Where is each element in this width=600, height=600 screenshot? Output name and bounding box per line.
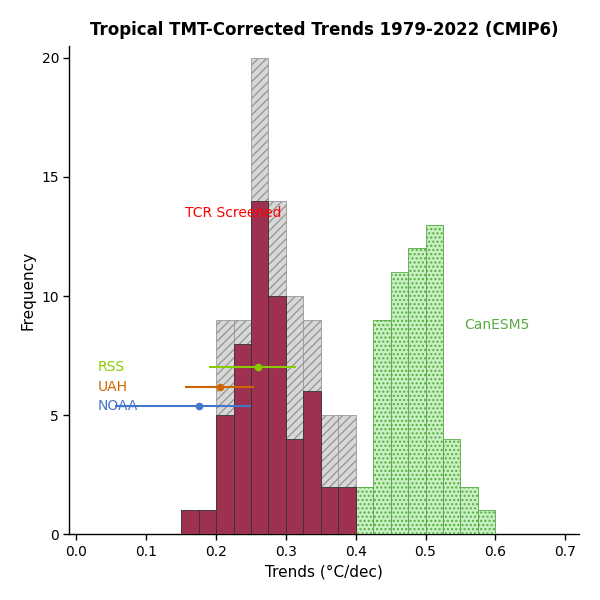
Bar [425, 224, 443, 534]
Bar [181, 511, 199, 534]
Bar [233, 344, 251, 534]
Text: NOAA: NOAA [97, 398, 138, 413]
Bar [321, 415, 338, 534]
Text: RSS: RSS [97, 361, 124, 374]
Bar [268, 296, 286, 534]
Bar [373, 511, 391, 534]
Y-axis label: Frequency: Frequency [21, 251, 36, 329]
Bar [216, 320, 233, 534]
Bar [460, 487, 478, 534]
Bar [304, 391, 321, 534]
Bar [268, 201, 286, 534]
Text: TCR Screened: TCR Screened [185, 206, 281, 220]
Bar [408, 248, 425, 534]
Bar [286, 439, 304, 534]
Bar [391, 272, 408, 534]
Bar [251, 58, 268, 534]
Bar [338, 487, 356, 534]
Bar [443, 439, 460, 534]
Bar [338, 415, 356, 534]
Title: Tropical TMT-Corrected Trends 1979-2022 (CMIP6): Tropical TMT-Corrected Trends 1979-2022 … [90, 21, 559, 39]
Text: UAH: UAH [97, 380, 127, 394]
Bar [233, 320, 251, 534]
Bar [216, 415, 233, 534]
Bar [478, 511, 496, 534]
Bar [199, 511, 216, 534]
Bar [199, 511, 216, 534]
Bar [321, 487, 338, 534]
Bar [356, 487, 373, 534]
Bar [251, 201, 268, 534]
Bar [181, 511, 199, 534]
Bar [356, 487, 373, 534]
X-axis label: Trends (°C/dec): Trends (°C/dec) [265, 564, 383, 579]
Bar [304, 320, 321, 534]
Bar [286, 296, 304, 534]
Text: CanESM5: CanESM5 [464, 317, 529, 332]
Bar [373, 320, 391, 534]
